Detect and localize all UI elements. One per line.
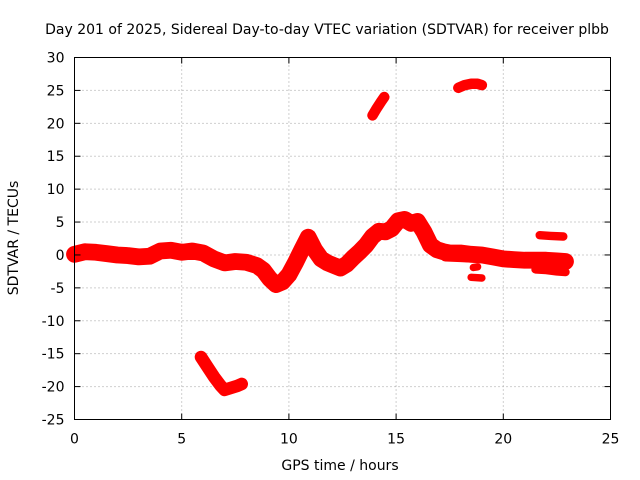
y-tick-label: -15 <box>42 347 65 363</box>
x-tick-label: 25 <box>602 432 620 448</box>
series-main <box>66 210 574 294</box>
series-upper-segment-14h <box>367 91 390 121</box>
grid-lines <box>74 57 611 420</box>
y-tick-label: 25 <box>47 83 65 99</box>
y-tick-label: 15 <box>47 149 65 165</box>
x-tick-label: 0 <box>70 432 79 448</box>
y-tick-label: -10 <box>42 314 65 330</box>
plot-frame <box>74 57 611 420</box>
y-tick-label: 20 <box>47 116 65 132</box>
series-segment-18.6h-b <box>469 263 482 272</box>
x-tick-label: 15 <box>387 432 405 448</box>
x-tick-label: 20 <box>494 432 512 448</box>
x-tick-label: 5 <box>177 432 186 448</box>
y-tick-label: 10 <box>47 182 65 198</box>
y-tick-label: -20 <box>42 380 65 396</box>
series-upper-segment-18h <box>453 78 488 94</box>
series-lower-branch-left <box>194 350 248 397</box>
tick-labels: 0 5 10 15 20 25 -25 -20 -15 -10 -5 0 5 10 15 20 25 30 <box>42 51 620 448</box>
series-segment-18.6h-a <box>467 273 486 282</box>
chart-title: Day 201 of 2025, Sidereal Day-to-day VTE… <box>45 22 609 38</box>
data-series <box>66 78 574 397</box>
axis-ticks <box>74 57 611 420</box>
x-axis-label: GPS time / hours <box>281 458 398 474</box>
y-tick-label: 5 <box>56 215 65 231</box>
series-segment-22h-lower <box>531 265 570 277</box>
series-lower-branch-right <box>440 251 526 265</box>
y-tick-label: -5 <box>51 281 65 297</box>
y-axis-label: SDTVAR / TECUs <box>6 181 22 296</box>
y-tick-label: 0 <box>56 248 65 264</box>
series-segment-22h-upper <box>535 230 568 241</box>
y-tick-label: 30 <box>47 51 65 67</box>
y-tick-label: -25 <box>42 413 65 429</box>
x-tick-label: 10 <box>280 432 298 448</box>
